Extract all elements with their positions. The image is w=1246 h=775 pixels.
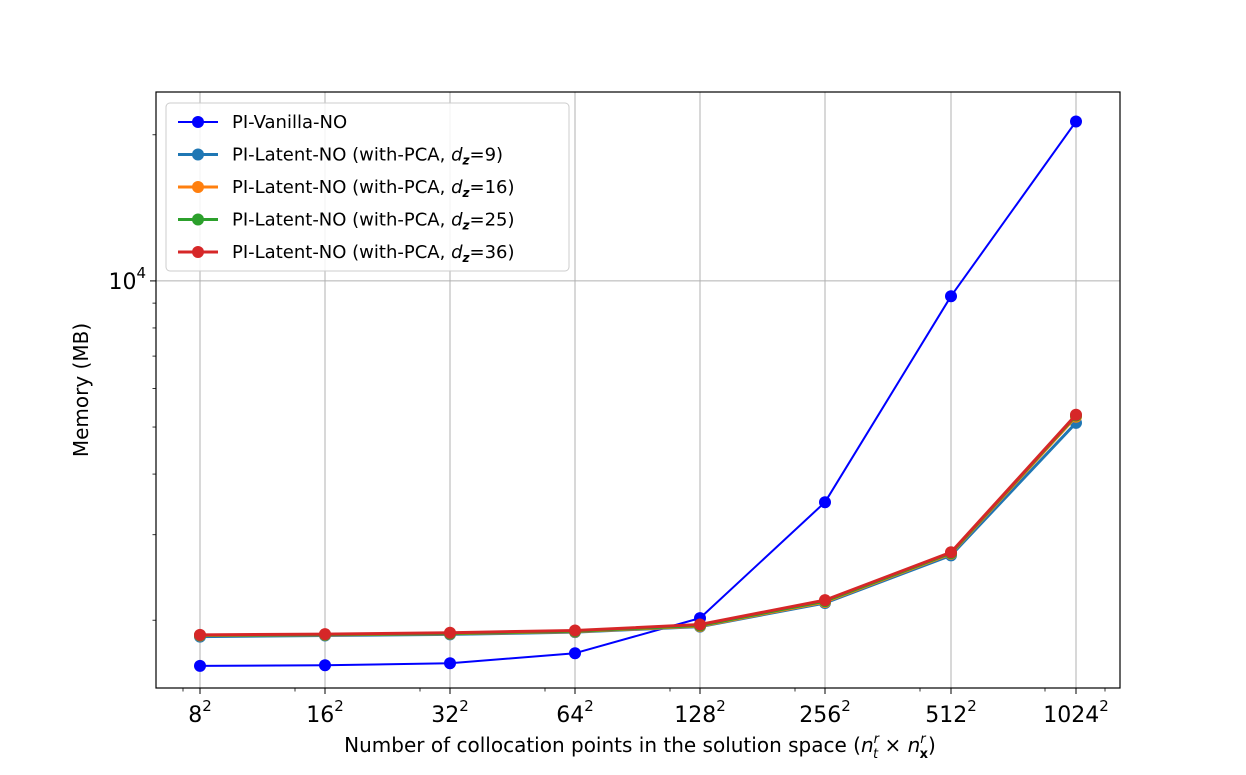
data-point: [819, 594, 831, 607]
x-tick-label: 642: [556, 697, 594, 728]
x-tick-label: 322: [431, 697, 469, 728]
plot-frame: [155, 91, 1121, 689]
series-line: [199, 413, 1078, 637]
legend-box: [165, 102, 570, 272]
data-point: [945, 546, 957, 559]
legend-entry: PI-Latent-NO (with-PCA, dz=36): [178, 242, 515, 265]
data-point: [1070, 408, 1082, 421]
x-tick-label: 2562: [799, 697, 851, 728]
legend-entry: PI-Vanilla-NO: [178, 112, 347, 133]
x-axis-label-nx-sub: x: [920, 747, 929, 762]
x-axis-label-close: ): [928, 733, 936, 757]
y-axis-ticks: 104: [108, 134, 156, 621]
series-line: [199, 421, 1078, 639]
x-axis-label-nt-sup: r: [874, 732, 881, 747]
legend-entry: PI-Latent-NO (with-PCA, dz=9): [178, 145, 503, 168]
x-tick-label: 162: [306, 697, 344, 728]
series-0: [194, 115, 1082, 672]
data-point: [1070, 115, 1082, 128]
legend-marker: [192, 246, 204, 258]
x-axis-label-nt-sub: t: [873, 747, 879, 762]
x-axis-label: Number of collocation points in the solu…: [344, 732, 936, 762]
series-4: [194, 408, 1082, 641]
legend-marker: [192, 213, 204, 226]
data-point: [194, 659, 206, 672]
data-point: [319, 659, 331, 672]
series-line: [199, 120, 1077, 667]
data-point: [945, 290, 957, 303]
legend: PI-Vanilla-NO PI-Latent-NO (with-PCA, dz=…: [165, 102, 570, 272]
data-point: [819, 496, 831, 509]
x-tick-label: 10242: [1043, 697, 1109, 728]
legend-label: PI-Latent-NO (with-PCA, dz=9): [232, 145, 503, 168]
x-tick-label: 5122: [925, 697, 977, 728]
legend-label: PI-Latent-NO (with-PCA, dz=36): [232, 242, 515, 265]
data-point: [444, 626, 456, 639]
x-axis-ticks: 82 162 322 642 1282 2562 5122 10242: [182, 688, 1109, 728]
data-point: [194, 628, 206, 641]
x-axis-label-nx-sup: r: [920, 732, 927, 747]
x-tick-label: 1282: [674, 697, 726, 728]
x-axis-label-nt: n: [861, 733, 874, 757]
legend-marker: [192, 116, 204, 128]
y-axis-label: Memory (MB): [69, 323, 93, 457]
data-point: [319, 628, 331, 641]
series-line: [199, 415, 1078, 637]
series-2: [194, 410, 1082, 642]
series-lines: [194, 115, 1082, 672]
legend-entry: PI-Latent-NO (with-PCA, dz=25): [178, 210, 515, 233]
x-axis-label-times: ×: [878, 733, 907, 757]
x-axis-label-nx: n: [908, 733, 921, 757]
series-1: [194, 416, 1082, 643]
x-axis-label-open: (: [853, 733, 861, 757]
data-point: [569, 624, 581, 637]
legend-entry: PI-Latent-NO (with-PCA, dz=16): [178, 177, 515, 200]
legend-label: PI-Latent-NO (with-PCA, dz=16): [232, 177, 515, 200]
y-tick-label: 104: [108, 264, 146, 295]
data-point: [444, 657, 456, 670]
x-axis-label-text: Number of collocation points in the solu…: [344, 733, 847, 757]
legend-label: PI-Latent-NO (with-PCA, dz=25): [232, 210, 515, 233]
data-point: [694, 618, 706, 631]
series-3: [194, 409, 1082, 642]
x-tick-label: 82: [188, 697, 212, 728]
legend-marker: [192, 181, 204, 193]
series-line: [199, 414, 1078, 637]
legend-label: PI-Vanilla-NO: [232, 112, 347, 133]
legend-marker: [192, 148, 204, 161]
data-point: [569, 647, 581, 660]
